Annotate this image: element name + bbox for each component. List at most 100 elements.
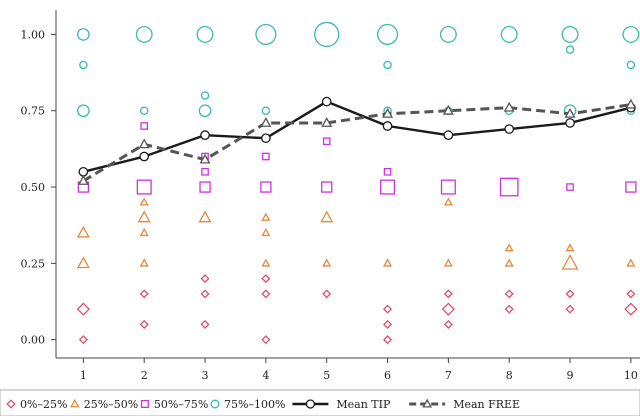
data-point-triangle — [504, 258, 514, 267]
y-tick-label: 1.00 — [21, 28, 46, 41]
data-point-square — [140, 122, 149, 130]
data-point-circle — [261, 106, 271, 115]
data-point-triangle — [561, 254, 579, 270]
data-point-triangle — [504, 243, 514, 252]
data-point-triangle — [443, 258, 453, 267]
legend-marker-triangle — [422, 398, 433, 408]
data-point-diamond — [78, 335, 88, 345]
data-point-square — [625, 181, 637, 193]
group-circle — [77, 21, 640, 118]
data-point-circle — [622, 25, 640, 43]
group-triangle — [76, 197, 636, 270]
series-point-triangle — [625, 98, 637, 109]
axes: 0.00 0.25 0.50 0.75 1.00 1 2 3 4 5 6 7 8 9 10 — [21, 10, 640, 382]
data-point-circle — [314, 21, 340, 48]
data-point-circle — [500, 25, 518, 43]
series-point-circle — [382, 121, 393, 131]
data-point-diamond — [261, 289, 271, 299]
series-point-triangle — [199, 153, 211, 164]
data-point-diamond — [200, 274, 210, 284]
data-point-diamond — [626, 289, 636, 299]
data-point-square — [322, 137, 331, 146]
x-tick-label: 8 — [506, 369, 513, 382]
legend-label: 0%–25% — [20, 398, 67, 411]
data-point-triangle — [261, 212, 271, 221]
data-point-circle — [139, 106, 149, 115]
data-point-circle — [255, 23, 277, 45]
data-point-diamond — [76, 302, 90, 316]
data-point-diamond — [565, 289, 575, 299]
data-point-triangle — [443, 197, 453, 206]
data-point-square — [499, 177, 519, 197]
group-square — [77, 122, 637, 197]
series-line-solid — [83, 100, 632, 173]
legend-marker-square — [140, 400, 149, 408]
legend-marker-circle — [305, 399, 316, 409]
y-tick-label: 0.50 — [21, 181, 46, 194]
data-point-triangle — [139, 227, 149, 237]
data-point-circle — [565, 45, 575, 54]
data-point-triangle — [320, 210, 334, 223]
x-tick-label: 3 — [202, 369, 209, 382]
data-point-diamond — [139, 319, 149, 329]
data-point-square — [260, 181, 272, 193]
data-point-diamond — [200, 319, 210, 329]
data-point-triangle — [261, 227, 271, 237]
series-point-circle — [565, 118, 575, 128]
data-point-triangle — [565, 243, 575, 252]
x-tick-label: 9 — [567, 369, 574, 382]
data-point-triangle — [139, 258, 149, 267]
x-tick-label: 4 — [262, 369, 269, 382]
data-point-square — [321, 181, 333, 193]
data-point-circle — [77, 104, 90, 118]
data-point-square — [440, 179, 456, 195]
data-point-diamond — [624, 302, 638, 316]
data-point-triangle — [139, 197, 149, 206]
data-point-diamond — [200, 289, 210, 299]
data-point-diamond — [441, 302, 455, 316]
legend-label: Mean TIP — [336, 398, 391, 411]
series-point-triangle — [260, 117, 272, 127]
data-point-triangle — [322, 258, 332, 267]
data-point-circle — [561, 25, 579, 43]
data-point-circle — [626, 60, 636, 70]
data-point-square — [380, 179, 396, 195]
data-point-diamond — [261, 274, 271, 284]
series-point-triangle — [442, 104, 454, 115]
data-point-circle — [198, 104, 212, 118]
series-point-triangle — [503, 101, 515, 112]
data-point-triangle — [261, 258, 271, 267]
series-point-circle — [139, 151, 150, 162]
data-point-triangle — [76, 225, 90, 238]
data-point-triangle — [383, 258, 393, 267]
series-point-triangle — [138, 138, 150, 149]
data-point-diamond — [261, 335, 271, 345]
data-point-diamond — [443, 289, 453, 299]
data-point-triangle — [137, 210, 151, 223]
data-point-diamond — [565, 304, 575, 314]
series-point-circle — [78, 166, 89, 177]
data-point-circle — [196, 25, 214, 43]
data-point-circle — [135, 25, 153, 43]
legend-label: 75%–100% — [224, 398, 285, 411]
series-point-triangle — [77, 175, 89, 185]
data-point-square — [262, 152, 270, 161]
data-point-circle — [77, 28, 90, 41]
legend-label: 50%–75% — [154, 398, 208, 411]
legend-marker-triangle — [70, 398, 80, 408]
legend-marker-circle — [210, 399, 220, 409]
data-point-diamond — [443, 319, 453, 329]
series-point-circle — [200, 130, 210, 141]
series-point-circle — [504, 124, 515, 134]
series-point-triangle — [564, 107, 576, 118]
data-point-diamond — [504, 304, 514, 314]
series-point-circle — [261, 133, 271, 144]
data-point-diamond — [383, 335, 393, 345]
x-tick-label: 7 — [445, 369, 452, 382]
mean-lines — [77, 96, 637, 185]
legend-label: Mean FREE — [453, 398, 520, 411]
x-tick-label: 5 — [323, 369, 330, 382]
y-tick-label: 0.75 — [21, 105, 46, 118]
legend: 0%–25% 25%–50% 50%–75% 75%–100% Mean TIP Mean… — [0, 389, 640, 416]
y-tick-label: 0.00 — [21, 334, 46, 347]
